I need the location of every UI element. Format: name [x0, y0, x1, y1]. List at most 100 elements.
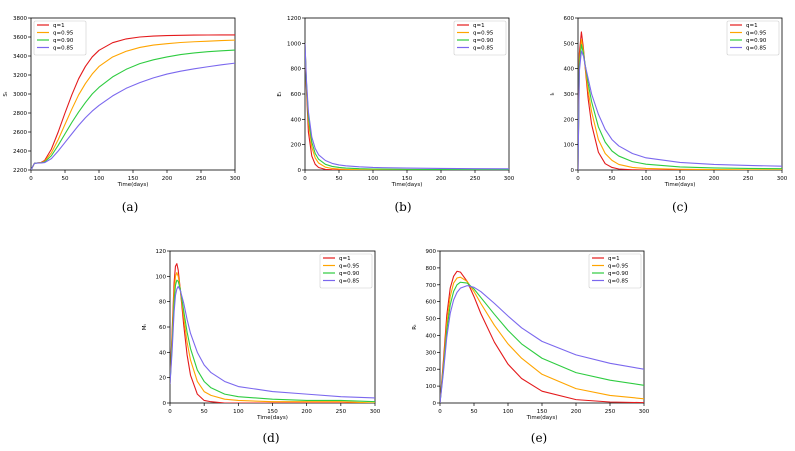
x-tick-label: 300: [639, 409, 650, 415]
x-tick-label: 150: [537, 409, 548, 415]
x-axis-label: Time(days): [664, 182, 696, 188]
series-line-d-3: [170, 285, 375, 399]
y-tick-label: 2400: [13, 149, 27, 155]
x-tick-label: 150: [128, 176, 139, 182]
x-tick-label: 250: [605, 409, 616, 415]
y-tick-label: 60: [159, 325, 166, 331]
y-tick-label: 80: [159, 300, 166, 306]
y-tick-label: 800: [426, 266, 437, 272]
series-line-c-1: [578, 38, 782, 170]
legend-label: q=0.95: [746, 31, 767, 37]
y-tick-label: 700: [426, 283, 437, 289]
legend-label: q=0.85: [608, 279, 629, 285]
legend-label: q=0.90: [746, 38, 767, 44]
x-tick-label: 0: [576, 176, 580, 182]
x-tick-label: 50: [336, 176, 343, 182]
series-line-e-2: [440, 281, 644, 403]
y-tick-label: 3800: [13, 16, 27, 22]
y-axis-label: Eₜ: [277, 91, 283, 96]
y-tick-label: 100: [426, 384, 437, 390]
y-tick-label: 400: [564, 67, 575, 73]
y-tick-label: 200: [291, 143, 302, 149]
legend-label: q=0.90: [473, 38, 494, 44]
x-tick-label: 300: [504, 176, 515, 182]
legend-label: q=1: [608, 256, 620, 262]
y-tick-label: 3000: [13, 92, 27, 98]
legend-box: [453, 20, 507, 56]
y-tick-label: 600: [291, 92, 302, 98]
y-axis-label: Iₜ: [550, 92, 556, 96]
y-tick-label: 300: [426, 350, 437, 356]
legend-box: [319, 253, 373, 289]
y-tick-label: 600: [564, 16, 575, 22]
panel-label-d: (d): [262, 431, 280, 445]
x-axis-label: Time(days): [256, 415, 288, 421]
y-tick-label: 0: [163, 401, 167, 407]
series-line-e-0: [440, 270, 644, 403]
y-tick-label: 500: [426, 317, 437, 323]
x-tick-label: 100: [503, 409, 514, 415]
y-axis-label: Mₜ: [142, 323, 148, 330]
legend-label: q=0.90: [53, 38, 74, 44]
legend-label: q=0.90: [608, 271, 629, 277]
series-line-b-0: [305, 43, 509, 170]
y-tick-label: 200: [564, 117, 575, 123]
series-line-c-0: [578, 31, 782, 170]
legend-label: q=0.95: [473, 31, 494, 37]
x-tick-label: 150: [267, 409, 278, 415]
y-tick-label: 300: [564, 92, 575, 98]
x-tick-label: 250: [336, 409, 347, 415]
x-tick-label: 150: [402, 176, 413, 182]
x-axis-label: Time(days): [391, 182, 423, 188]
y-tick-label: 800: [291, 67, 302, 73]
panel-label-b: (b): [394, 200, 412, 214]
x-tick-label: 200: [571, 409, 582, 415]
x-tick-label: 100: [368, 176, 379, 182]
y-tick-label: 120: [156, 249, 167, 255]
series-line-d-1: [170, 271, 375, 403]
x-tick-label: 100: [233, 409, 244, 415]
y-tick-label: 900: [426, 249, 437, 255]
y-tick-label: 400: [426, 333, 437, 339]
y-tick-label: 0: [433, 401, 437, 407]
y-tick-label: 3400: [13, 54, 27, 60]
y-tick-label: 0: [571, 168, 575, 174]
x-tick-label: 200: [436, 176, 447, 182]
x-tick-label: 50: [62, 176, 69, 182]
y-tick-label: 2600: [13, 130, 27, 136]
x-tick-label: 0: [168, 409, 172, 415]
series-line-d-0: [170, 263, 375, 403]
legend-label: q=1: [53, 23, 65, 29]
x-tick-label: 150: [675, 176, 686, 182]
x-tick-label: 300: [230, 176, 241, 182]
y-tick-label: 40: [159, 350, 166, 356]
panel-label-c: (c): [671, 200, 689, 214]
y-tick-label: 600: [426, 300, 437, 306]
legend-box: [726, 20, 780, 56]
legend-label: q=0.95: [339, 264, 360, 270]
legend-label: q=0.85: [746, 46, 767, 52]
legend-box: [588, 253, 642, 289]
x-tick-label: 50: [201, 409, 208, 415]
x-axis-label: Time(days): [526, 415, 558, 421]
x-tick-label: 50: [471, 409, 478, 415]
x-tick-label: 300: [777, 176, 788, 182]
y-tick-label: 400: [291, 117, 302, 123]
y-tick-label: 20: [159, 376, 166, 382]
y-tick-label: 200: [426, 367, 437, 373]
panel-label-a: (a): [121, 200, 139, 214]
x-tick-label: 0: [438, 409, 442, 415]
x-tick-label: 0: [29, 176, 33, 182]
y-axis-label: Sₜ: [3, 91, 9, 96]
y-tick-label: 100: [156, 274, 167, 280]
y-tick-label: 2800: [13, 111, 27, 117]
legend-box: [33, 20, 87, 56]
y-tick-label: 3200: [13, 73, 27, 79]
x-tick-label: 250: [743, 176, 754, 182]
panel-label-e: (e): [530, 431, 548, 445]
